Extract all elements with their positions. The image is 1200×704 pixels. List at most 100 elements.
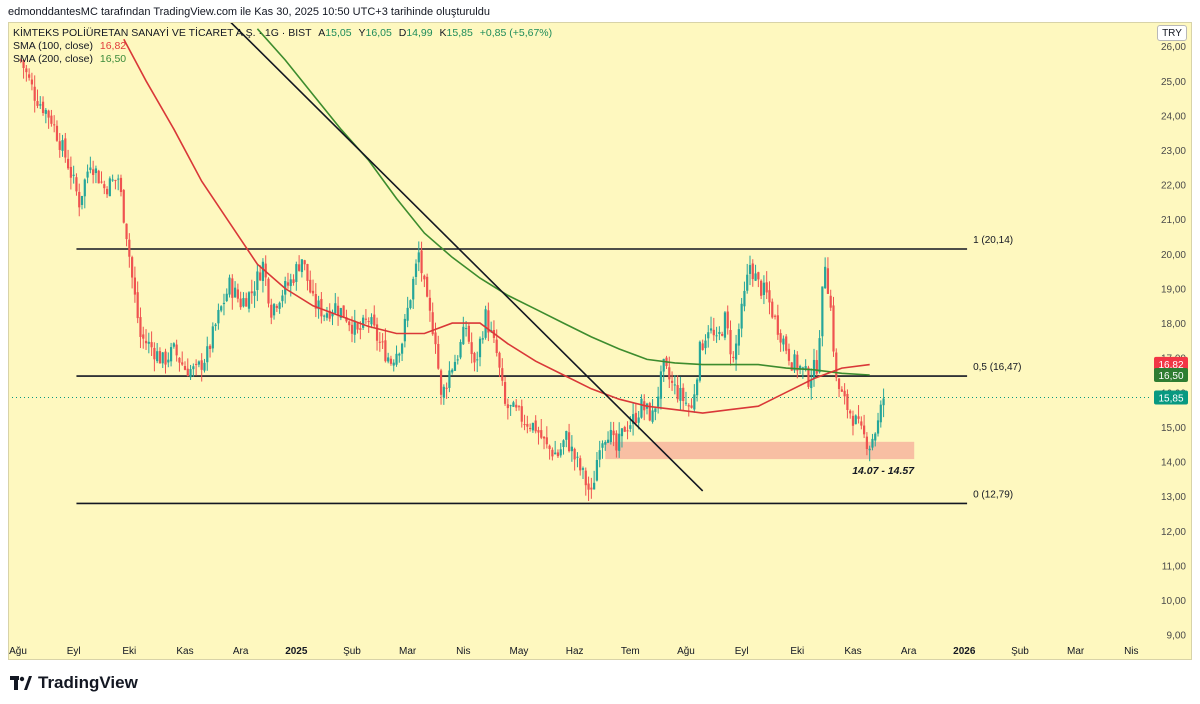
x-tick-label: Eyl [735, 646, 749, 657]
candle-body [356, 323, 359, 330]
candle-body [857, 416, 860, 419]
sma100-value: 16,82 [99, 40, 127, 52]
candle-body [626, 430, 629, 432]
candle-body [278, 302, 281, 309]
candle-body [181, 362, 184, 365]
candle-body [726, 311, 729, 329]
candle-body [272, 304, 276, 316]
candle-body [684, 402, 688, 404]
candle-body [537, 430, 540, 433]
candle-body [281, 295, 284, 302]
candle-body [868, 448, 871, 451]
candle-body [470, 342, 473, 355]
candle-body [417, 252, 420, 263]
candle-body [309, 279, 312, 293]
price-badge [1154, 390, 1188, 405]
candle-body [701, 343, 704, 350]
candle-body [654, 408, 657, 412]
candle-body [197, 361, 201, 365]
candle-body [782, 338, 785, 345]
candle-body [105, 188, 109, 195]
candle-body [367, 321, 370, 323]
candle-body [406, 307, 409, 321]
candle-body [679, 388, 682, 401]
candle-body [673, 384, 676, 386]
legend-sma200-row[interactable]: SMA (200, close) 16,50 [13, 53, 552, 66]
legend-symbol-row: KİMTEKS POLİÜRETAN SANAYİ VE TİCARET A.Ş… [13, 27, 552, 40]
x-tick-label: Eki [790, 646, 804, 657]
y-tick-label: 19,00 [1161, 284, 1186, 295]
x-tick-label: May [510, 646, 529, 657]
candle-body [334, 303, 337, 313]
candle-body [147, 341, 150, 344]
candle-body [587, 483, 590, 490]
legend-symbol[interactable]: KİMTEKS POLİÜRETAN SANAYİ VE TİCARET A.Ş… [13, 27, 312, 39]
candle-body [484, 309, 487, 338]
candle-body [94, 168, 98, 174]
ohlc-high-key: Y [358, 27, 366, 39]
candle-body [373, 314, 376, 326]
candle-body [618, 433, 621, 451]
candle-body [487, 310, 490, 333]
candle-body [36, 101, 39, 106]
candle-body [698, 341, 701, 381]
y-tick-label: 26,00 [1161, 42, 1186, 53]
legend-sma100-row[interactable]: SMA (100, close) 16,82 [13, 40, 552, 53]
candle-body [72, 174, 75, 176]
candle-body [136, 292, 139, 319]
candle-body [86, 171, 89, 178]
candle-body [693, 394, 696, 410]
candle-body [815, 360, 818, 374]
x-tick-label: Eyl [67, 646, 81, 657]
candle-body [439, 370, 443, 395]
candle-body [604, 442, 607, 445]
candle-body [206, 346, 209, 363]
candle-body [158, 351, 162, 364]
candle-body [659, 371, 663, 399]
candle-body [195, 363, 198, 365]
candle-body [662, 358, 665, 372]
candle-body [696, 379, 699, 396]
candle-body [395, 353, 398, 365]
candle-body [609, 429, 612, 443]
candle-body [793, 354, 796, 371]
currency-button[interactable]: TRY [1157, 25, 1187, 41]
y-tick-label: 25,00 [1161, 77, 1186, 88]
plot-layer [9, 23, 1152, 505]
candle-body [245, 298, 248, 307]
candle-body [64, 138, 67, 158]
candle-body [715, 335, 718, 337]
candle-body [83, 179, 86, 197]
x-tick-label: Ara [233, 646, 249, 657]
candle-body [80, 195, 84, 205]
candle-body [593, 482, 596, 490]
candle-body [44, 109, 47, 114]
candle-body [879, 404, 882, 423]
candle-body [348, 321, 351, 326]
candle-body [58, 141, 61, 150]
candle-body [128, 239, 131, 257]
candle-body [214, 324, 217, 327]
candle-body [810, 379, 813, 389]
tradingview-brand: TradingView [10, 673, 138, 693]
candle-body [420, 250, 423, 274]
candle-body [370, 317, 373, 325]
candle-body [768, 290, 771, 303]
candle-body [787, 348, 791, 361]
candle-body [723, 312, 727, 338]
candle-body [748, 265, 752, 274]
candle-body [306, 264, 309, 281]
candle-body [131, 257, 134, 278]
candle-body [804, 366, 807, 370]
candle-body [122, 190, 125, 223]
candle-body [364, 318, 368, 320]
x-tick-label: Nis [456, 646, 470, 657]
candle-body [259, 272, 262, 281]
candle-body [61, 140, 64, 151]
candle-body [384, 340, 387, 362]
candle-body [746, 274, 749, 291]
candle-body [559, 449, 562, 456]
candle-body [882, 398, 885, 406]
fib-level-label: 0,5 (16,47) [973, 362, 1021, 373]
candle-body [222, 302, 226, 305]
